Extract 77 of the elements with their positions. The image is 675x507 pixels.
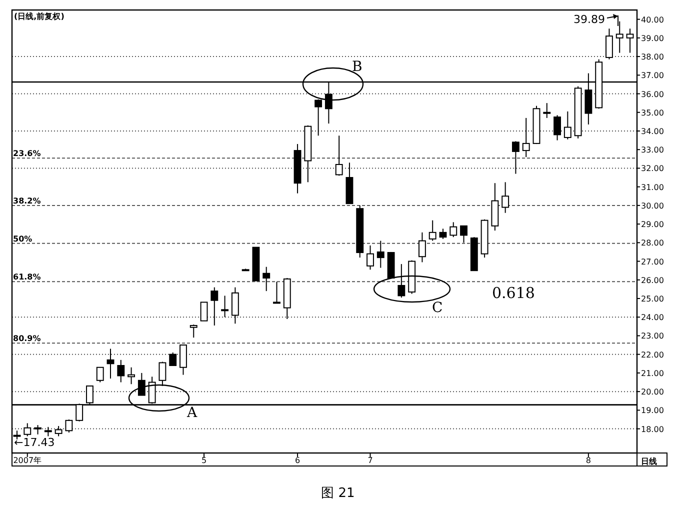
candlestick xyxy=(460,225,468,244)
chart-title: (日线,前复权) xyxy=(14,12,64,21)
y-tick-label: 35.00 xyxy=(641,108,664,118)
candlestick xyxy=(106,348,114,380)
candlestick xyxy=(200,302,208,322)
candlestick xyxy=(543,102,551,118)
candlestick xyxy=(180,344,187,376)
y-tick-label: 23.00 xyxy=(641,332,664,341)
candlestick xyxy=(128,366,136,385)
candlestick xyxy=(335,135,343,176)
y-tick-label: 26.00 xyxy=(641,276,664,285)
y-tick-label: 32.00 xyxy=(641,164,664,174)
candlestick xyxy=(190,324,198,338)
y-tick-label: 37.00 xyxy=(641,71,664,80)
candlestick xyxy=(626,28,634,54)
y-tick-label: 27.00 xyxy=(641,257,664,266)
annotation: 23.6% xyxy=(13,149,41,158)
candlestick xyxy=(522,117,530,158)
candlestick xyxy=(273,281,280,304)
y-tick-label: 30.00 xyxy=(641,201,664,210)
y-tick-label: 24.00 xyxy=(641,313,664,322)
y-tick-label: 38.00 xyxy=(641,52,664,62)
candlestick xyxy=(502,182,510,214)
annotation: 38.2% xyxy=(13,196,41,206)
candlestick xyxy=(554,114,561,141)
candlestick xyxy=(450,222,458,238)
x-tick-label: 2007年 xyxy=(13,456,42,465)
annotation: 50% xyxy=(13,234,32,244)
y-tick-label: 33.00 xyxy=(641,146,664,155)
candlestick xyxy=(34,424,42,435)
candlestick xyxy=(169,352,177,366)
candlestick xyxy=(512,140,520,174)
y-tick-label: 39.00 xyxy=(641,34,664,43)
candlestick xyxy=(24,422,32,437)
candlestick xyxy=(117,359,125,383)
candlestick xyxy=(439,228,447,240)
candlestick xyxy=(231,286,239,324)
x-tick-label: 8 xyxy=(586,456,591,465)
candlestick xyxy=(44,426,52,437)
annotation: ←17.43 xyxy=(14,436,55,449)
y-tick-label: 19.00 xyxy=(641,406,664,416)
candlestick xyxy=(616,20,624,54)
caption: 图 21 xyxy=(321,486,355,501)
candlestick xyxy=(54,426,62,437)
candlestick xyxy=(606,28,613,60)
y-tick-label: 31.00 xyxy=(641,182,664,192)
annotation: B xyxy=(352,59,362,75)
y-tick-label: 36.00 xyxy=(641,90,664,99)
annotation: 61.8% xyxy=(13,272,41,282)
x-tick-label: 5 xyxy=(201,456,207,465)
y-tick-label: 20.00 xyxy=(641,388,664,397)
candlestick xyxy=(428,220,436,242)
candlestick xyxy=(366,244,374,270)
candlestick xyxy=(564,110,572,140)
y-tick-label: 28.00 xyxy=(641,238,664,248)
text: 日线 xyxy=(641,457,657,466)
y-tick-label: 40.00 xyxy=(641,15,664,24)
candlestick xyxy=(418,232,426,263)
x-tick-label: 7 xyxy=(368,456,373,465)
y-tick-label: 21.00 xyxy=(641,368,664,378)
candlestick xyxy=(221,295,229,318)
x-tick-label: 6 xyxy=(294,456,300,465)
candlestick xyxy=(65,418,73,434)
candlestick xyxy=(210,286,218,326)
candlestick xyxy=(262,266,270,292)
y-tick-label: 25.00 xyxy=(641,294,664,304)
annotation: 0.618 xyxy=(492,284,535,302)
y-tick-label: 34.00 xyxy=(641,126,664,136)
y-tick-label: 18.00 xyxy=(641,424,664,434)
y-tick-label: 22.00 xyxy=(641,350,664,360)
annotation: 80.9% xyxy=(13,334,41,344)
y-tick-label: 29.00 xyxy=(641,220,664,230)
annotation: A xyxy=(186,405,198,421)
candlestick xyxy=(376,240,384,268)
annotation: 39.89 xyxy=(574,13,605,26)
candlestick xyxy=(96,366,104,383)
annotation: C xyxy=(432,300,443,316)
